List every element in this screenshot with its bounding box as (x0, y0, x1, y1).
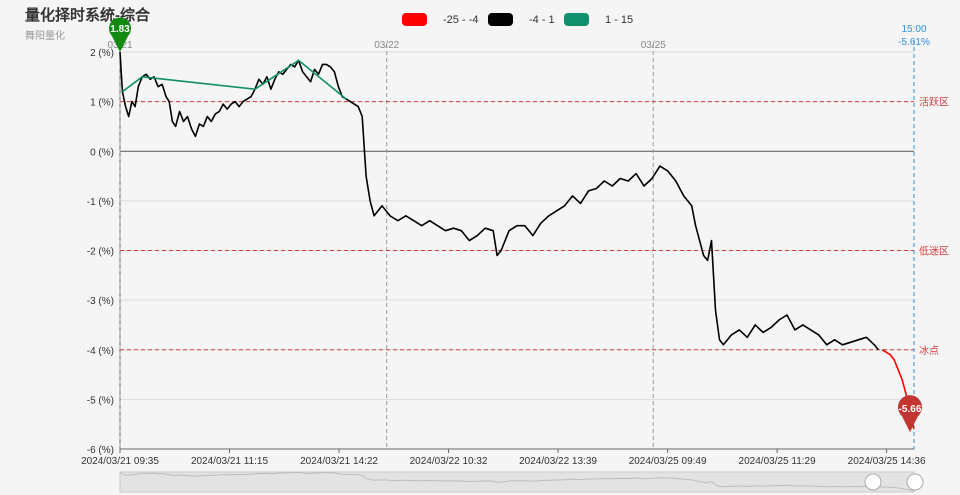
chart-subtitle: 舞阳量化 (25, 29, 65, 42)
x-tick-label: 2024/03/25 14:36 (848, 456, 926, 467)
y-tick-label: -2 (%) (87, 247, 114, 258)
max-pin-label: 1.83 (110, 24, 130, 35)
red-swatch[interactable] (402, 13, 427, 26)
y-tick-label: -6 (%) (87, 445, 114, 456)
legend[interactable]: -25 - -4 -4 - 1 1 - 15 (402, 13, 633, 26)
max-pin (109, 17, 131, 52)
legend-label[interactable]: -25 - -4 (443, 14, 478, 26)
x-tick-label: 2024/03/21 11:15 (191, 456, 269, 467)
legend-label[interactable]: 1 - 15 (605, 14, 633, 26)
y-tick-label: -5 (%) (87, 395, 114, 406)
legend-label[interactable]: -4 - 1 (529, 14, 555, 26)
y-tick-label: -1 (%) (87, 197, 114, 208)
x-tick-label: 2024/03/22 10:32 (410, 456, 488, 467)
day-label: 03/25 (641, 40, 666, 51)
x-tick-label: 2024/03/21 09:35 (81, 456, 159, 467)
zoom-preview-line (119, 471, 915, 492)
reference-label: 冰点 (919, 344, 939, 357)
black-swatch[interactable] (488, 13, 513, 26)
zoom-handle-left[interactable] (864, 473, 882, 491)
last-time-label: 15:00 (901, 24, 926, 35)
series-line-3 (121, 59, 347, 100)
series-line-1 (119, 51, 879, 351)
y-tick-label: -3 (%) (87, 296, 114, 307)
last-value-label: -5.61% (898, 37, 930, 48)
x-tick-label: 2024/03/22 13:39 (519, 456, 597, 467)
x-tick-label: 2024/03/21 14:22 (300, 456, 378, 467)
reference-label: 低迷区 (919, 245, 949, 258)
min-pin-label: -5.66 (899, 404, 922, 415)
zoom-slider[interactable] (119, 471, 924, 493)
y-tick-label: 0 (%) (90, 147, 114, 158)
day-label: 03/22 (374, 40, 399, 51)
y-tick-label: 2 (%) (90, 48, 114, 59)
zoom-handle-right[interactable] (906, 473, 924, 491)
markers: 1.83 -5.66 (109, 17, 923, 433)
x-tick-label: 2024/03/25 09:49 (629, 456, 707, 467)
min-pin (897, 395, 923, 433)
x-axis: 2024/03/21 09:35 2024/03/21 11:15 2024/03/… (81, 448, 926, 467)
x-tick-label: 2024/03/25 11:29 (739, 456, 817, 467)
chart-title: 量化择时系统-综合 (25, 6, 151, 24)
y-tick-label: 1 (%) (90, 98, 114, 109)
reference-label: 活跃区 (919, 97, 949, 109)
y-tick-label: -4 (%) (87, 346, 114, 357)
green-swatch[interactable] (564, 13, 589, 26)
